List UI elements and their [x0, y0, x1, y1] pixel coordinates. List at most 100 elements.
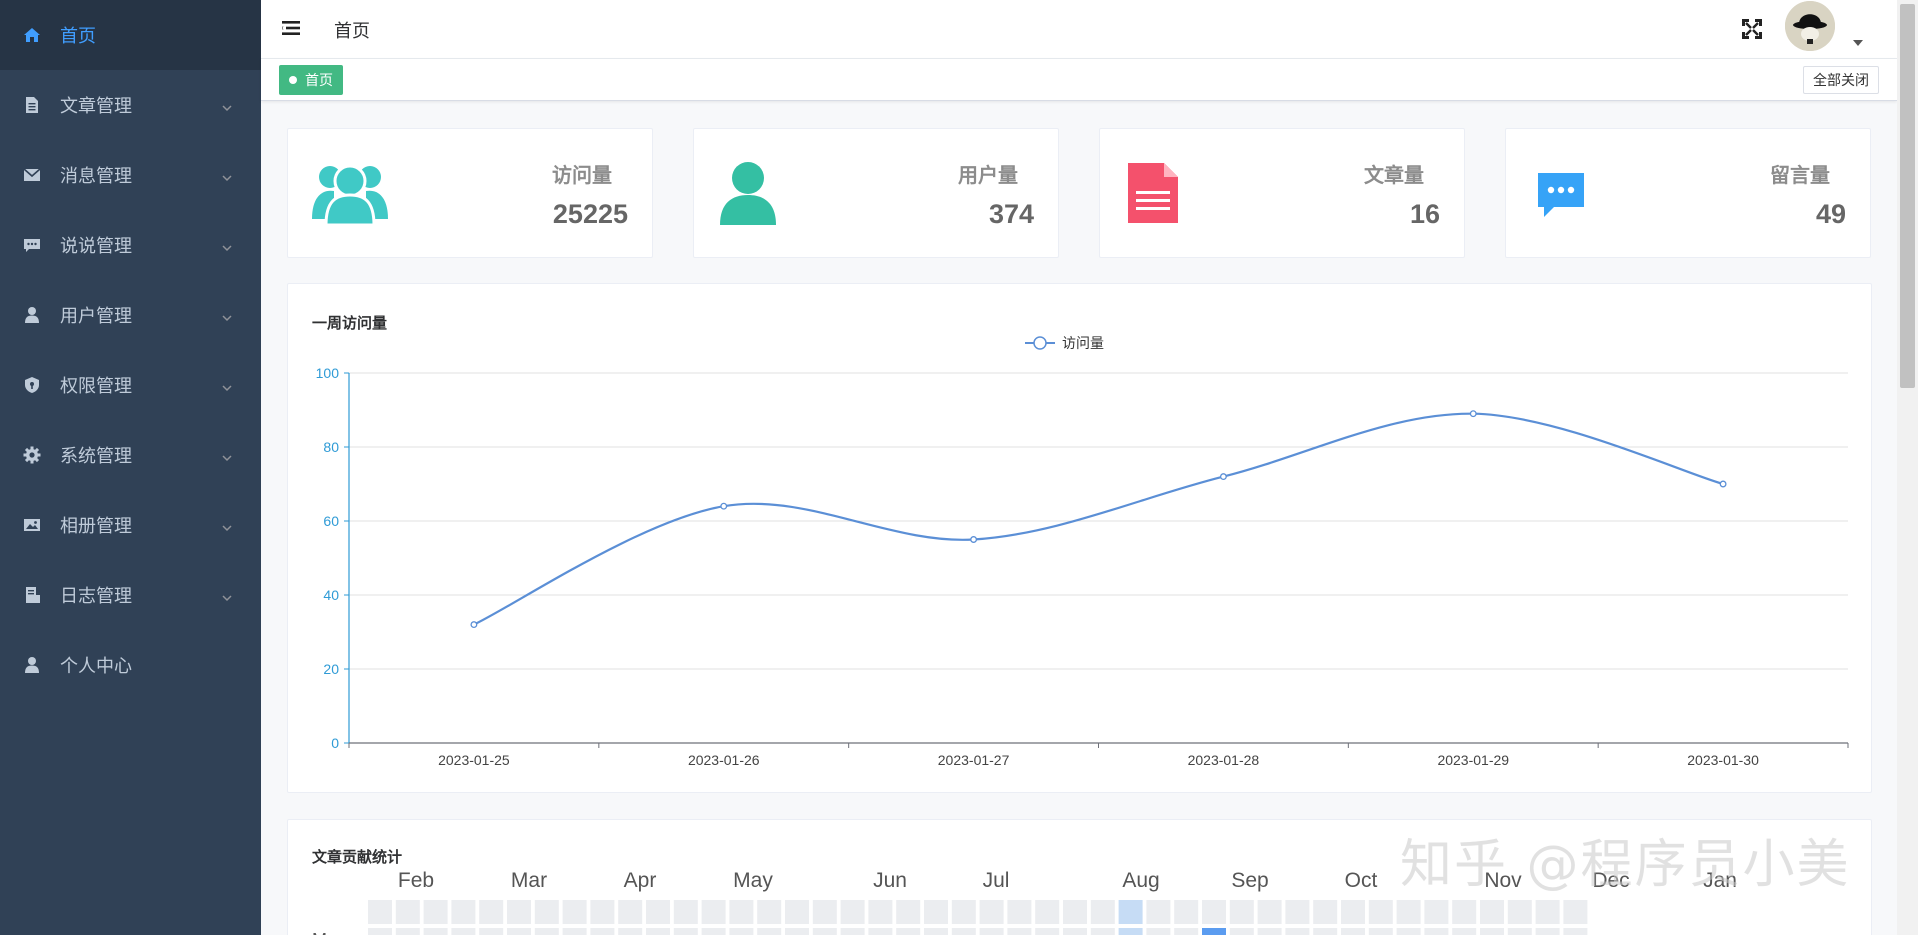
heatmap-cell	[868, 928, 893, 935]
scrollbar-thumb[interactable]	[1900, 4, 1915, 388]
sidebar-item-3[interactable]: 消息管理	[0, 140, 261, 210]
stat-card-users[interactable]: 用户量 374	[693, 128, 1059, 258]
page-scrollbar[interactable]	[1897, 0, 1918, 935]
heatmap-cell	[1424, 900, 1449, 924]
heatmap-cell	[924, 928, 948, 935]
heatmap-cell	[646, 928, 670, 935]
heatmap-cell	[1480, 900, 1504, 924]
data-point	[1219, 473, 1227, 481]
heatmap-cell	[1368, 900, 1393, 924]
month-label: Apr	[624, 869, 657, 892]
y-tick-label: 80	[323, 439, 339, 455]
heatmap-cell	[1535, 900, 1560, 924]
heatmap-cell	[1313, 928, 1338, 935]
heatmap-cell	[1341, 900, 1365, 924]
stat-card-messages[interactable]: 留言量 49	[1505, 128, 1871, 258]
heatmap-cell	[423, 928, 448, 935]
fullscreen-icon[interactable]	[1740, 17, 1764, 41]
chart-title: 一周访问量	[312, 315, 388, 332]
avatar[interactable]	[1785, 1, 1835, 51]
contribution-title: 文章贡献统计	[312, 849, 403, 866]
heatmap-cell	[1452, 900, 1477, 924]
message-icon	[1530, 161, 1606, 227]
month-label: Nov	[1484, 869, 1522, 892]
sidebar-item-2[interactable]: 文章管理	[0, 70, 261, 140]
stat-value: 49	[1815, 199, 1846, 229]
heatmap-cell	[1063, 900, 1087, 924]
tags-view-bar: 首页 全部关闭	[261, 59, 1897, 101]
chevron-down-icon	[222, 380, 232, 392]
data-point	[1719, 480, 1727, 488]
heatmap-cell	[534, 900, 559, 924]
avatar-dropdown-caret-icon[interactable]	[1853, 40, 1863, 46]
heatmap-cell	[479, 928, 504, 935]
heatmap-cell	[757, 900, 782, 924]
chevron-down-icon	[222, 450, 232, 462]
hamburger-menu-icon[interactable]	[281, 18, 301, 38]
mail-icon	[22, 165, 42, 185]
sidebar-item-label: 日志管理	[60, 586, 132, 606]
sidebar-item-label: 个人中心	[60, 656, 132, 676]
month-label: Oct	[1345, 869, 1378, 892]
heatmap-cell	[1174, 900, 1199, 924]
stat-card-visits[interactable]: 访问量 25225	[287, 128, 653, 258]
heatmap-cell	[896, 900, 921, 924]
shield-icon	[22, 375, 42, 395]
heatmap-cell	[590, 928, 615, 935]
person-icon	[22, 655, 42, 675]
x-tick-label: 2023-01-25	[438, 752, 510, 768]
stat-card-articles[interactable]: 文章量 16	[1099, 128, 1465, 258]
data-point	[1469, 410, 1477, 418]
month-label: Aug	[1122, 869, 1159, 892]
top-navbar: 首页	[261, 0, 1897, 59]
heatmap-cell	[1285, 900, 1310, 924]
stat-value: 25225	[552, 199, 628, 229]
heatmap-cell	[1257, 900, 1282, 924]
heatmap-cell	[701, 928, 726, 935]
heatmap-cell	[785, 900, 809, 924]
heatmap-cell	[951, 928, 976, 935]
heatmap-cell	[1229, 928, 1254, 935]
heatmap-cell	[785, 928, 809, 935]
heatmap-cell	[1118, 900, 1143, 924]
x-tick-label: 2023-01-29	[1437, 752, 1509, 768]
sidebar: 首页 文章管理 消息管理 说说管理 用户管理 权限管理 系统管理相册管理日志管理个人中心	[0, 0, 261, 935]
breadcrumb: 首页	[334, 21, 370, 41]
heatmap-cell	[479, 900, 504, 924]
sidebar-item-8[interactable]: 相册管理	[0, 490, 261, 560]
weekly-visits-panel: 一周访问量 0 20 40 60 80 100 2023-01-25 2023-01-26 20…	[287, 283, 1872, 793]
heatmap-cell	[1424, 928, 1449, 935]
heatmap-cell	[701, 900, 726, 924]
y-tick-label: 20	[323, 661, 339, 677]
sidebar-item-6[interactable]: 权限管理	[0, 350, 261, 420]
heatmap-cell	[840, 928, 865, 935]
sidebar-item-10[interactable]: 个人中心	[0, 630, 261, 700]
heatmap-cell	[1285, 928, 1310, 935]
heatmap-cell	[757, 928, 782, 935]
heatmap-cell	[1396, 928, 1421, 935]
sidebar-item-5[interactable]: 用户管理	[0, 280, 261, 350]
month-label: Jul	[983, 869, 1010, 892]
heatmap-cell	[1368, 928, 1393, 935]
sidebar-item-9[interactable]: 日志管理	[0, 560, 261, 630]
heatmap-cell	[840, 900, 865, 924]
heatmap-cell	[1480, 928, 1504, 935]
sidebar-item-label: 相册管理	[60, 516, 132, 536]
tag-active-dot-icon	[289, 76, 297, 84]
chevron-down-icon	[222, 520, 232, 532]
tag-home[interactable]: 首页	[279, 65, 343, 95]
heatmap-cell	[951, 900, 976, 924]
heatmap-cell	[507, 900, 531, 924]
log-icon	[22, 585, 42, 605]
chevron-down-icon	[222, 100, 232, 112]
legend-marker	[1033, 336, 1047, 350]
heatmap-cell	[1090, 900, 1115, 924]
chevron-down-icon	[222, 310, 232, 322]
sidebar-item-1[interactable]: 首页	[0, 0, 261, 70]
sidebar-item-4[interactable]: 说说管理	[0, 210, 261, 280]
close-all-tags-button[interactable]: 全部关闭	[1803, 66, 1879, 94]
x-tick-label: 2023-01-27	[938, 752, 1010, 768]
sidebar-item-7[interactable]: 系统管理	[0, 420, 261, 490]
chevron-down-icon	[222, 240, 232, 252]
heatmap-cell	[1007, 900, 1032, 924]
